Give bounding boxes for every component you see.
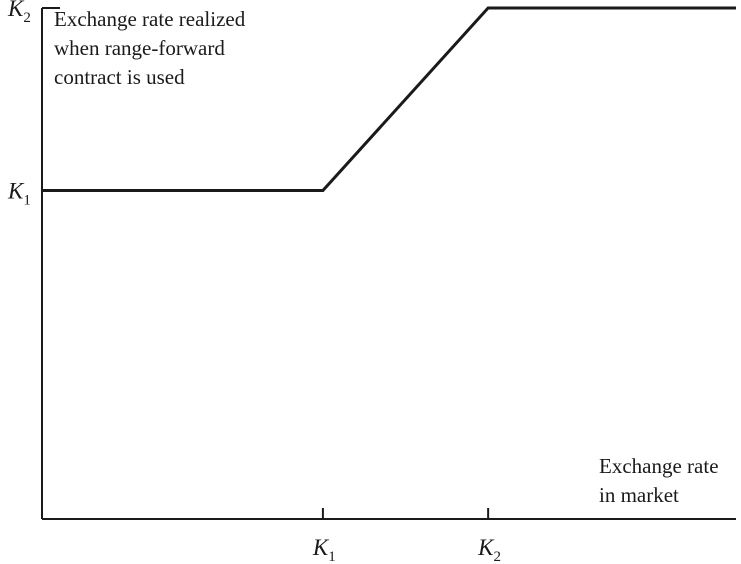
y-axis-label-line-2: when range-forward xyxy=(54,36,225,60)
x-tick-label-1: K1 xyxy=(312,535,336,564)
x-axis-label: Exchange rate in market xyxy=(599,454,724,507)
x-tick-label-2: K2 xyxy=(477,535,501,564)
x-axis-label-line-2: in market xyxy=(599,483,679,507)
chart-marks: K1 K2 K1 K2 xyxy=(7,0,736,564)
y-axis-label-line-3: contract is used xyxy=(54,65,185,89)
y-axis-label: Exchange rate realized when range-forwar… xyxy=(54,7,250,89)
y-axis-label-line-1: Exchange rate realized xyxy=(54,7,246,31)
payoff-line-1 xyxy=(42,6,736,192)
y-tick-label-1: K1 xyxy=(7,179,31,209)
y-tick-label-2: K2 xyxy=(7,0,31,26)
x-axis-label-line-1: Exchange rate xyxy=(599,454,719,478)
